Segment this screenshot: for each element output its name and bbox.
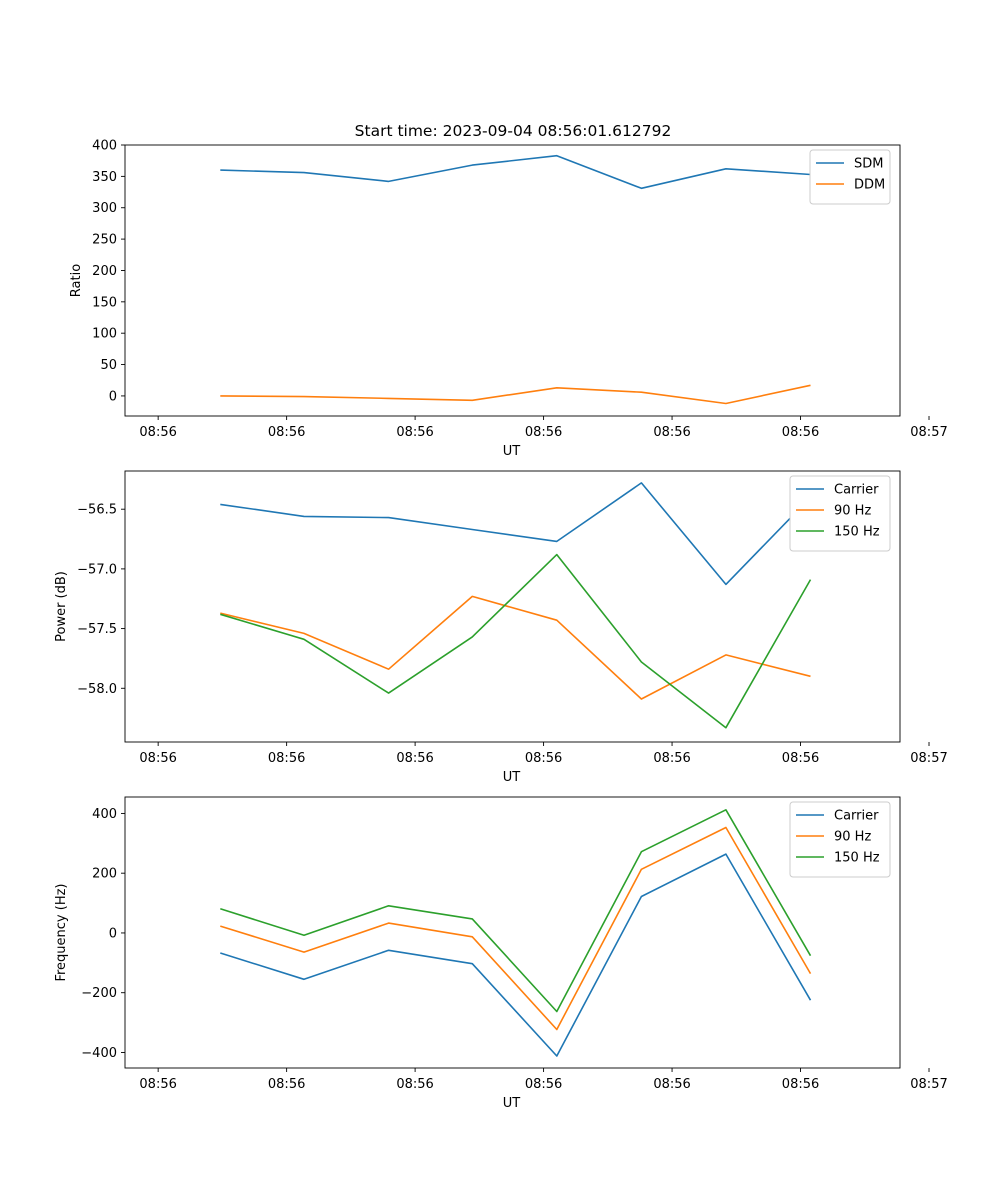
legend-box [789, 475, 891, 552]
legend: SDM DDM [809, 149, 891, 205]
y-tick-label: −57.5 [77, 622, 117, 637]
series-line-90-hz [220, 595, 811, 700]
legend-label: Carrier [834, 483, 879, 498]
x-tick-label: 08:56 [782, 1077, 819, 1092]
y-axis-label: Frequency (Hz) [54, 883, 69, 981]
x-tick-label: 08:56 [396, 425, 433, 440]
series-line-ddm [220, 384, 811, 405]
plot-frame [124, 796, 901, 1069]
plot-frame [124, 470, 901, 743]
y-tick-label: −57.0 [77, 562, 117, 577]
y-tick-label: 400 [92, 139, 117, 154]
x-tick-label: 08:56 [782, 425, 819, 440]
figure-title: Start time: 2023-09-04 08:56:01.612792 [355, 122, 672, 140]
series-line-150-hz [220, 553, 812, 729]
series-line-90-hz [220, 826, 812, 1031]
y-tick-label: 200 [92, 867, 117, 882]
y-axis-label: Power (dB) [54, 571, 69, 642]
series-line-150-hz [220, 808, 812, 1013]
x-tick-label: 08:56 [653, 751, 690, 766]
x-tick-label: 08:57 [910, 425, 947, 440]
x-tick-label: 08:57 [910, 751, 947, 766]
chart-panel-1: 0 50 100 150 200 250 300 350 400 08:56 08:56 08:56 0… [69, 139, 948, 460]
legend-label: Carrier [834, 809, 879, 824]
y-tick-label: −56.5 [77, 503, 117, 518]
y-tick-label: 0 [109, 389, 117, 404]
chart-panel-2: −58.0 −57.5 −57.0 −56.5 08:56 08:56 08:56 08:56… [54, 470, 948, 785]
x-tick-label: 08:56 [525, 425, 562, 440]
y-tick-label: 250 [92, 233, 117, 248]
x-tick-label: 08:56 [525, 1077, 562, 1092]
legend: Carrier 90 Hz 150 Hz [789, 475, 891, 552]
legend-label: 90 Hz [834, 830, 871, 845]
y-tick-label: 0 [109, 926, 117, 941]
series-line-sdm [220, 154, 811, 190]
y-tick-label: 50 [100, 358, 117, 373]
x-axis-label: UT [503, 770, 521, 785]
x-axis-label: UT [503, 1096, 521, 1111]
series-line-carrier [220, 853, 812, 1057]
y-tick-label: 300 [92, 201, 117, 216]
x-tick-label: 08:56 [139, 425, 176, 440]
x-tick-label: 08:56 [268, 425, 305, 440]
x-tick-label: 08:56 [396, 751, 433, 766]
legend-label: 150 Hz [834, 851, 880, 866]
x-tick-label: 08:56 [782, 751, 819, 766]
legend-box [789, 801, 891, 878]
plot-frame [124, 144, 901, 417]
x-tick-label: 08:56 [139, 1077, 176, 1092]
chart-panel-3: −400 −200 0 200 400 08:56 08:56 08:56 08:56 08:56… [54, 796, 948, 1111]
x-tick-label: 08:56 [653, 425, 690, 440]
legend-label: DDM [854, 178, 885, 193]
x-tick-label: 08:56 [653, 1077, 690, 1092]
y-tick-label: 200 [92, 264, 117, 279]
y-tick-label: −200 [81, 986, 117, 1001]
legend-label: 90 Hz [834, 504, 871, 519]
x-tick-label: 08:57 [910, 1077, 947, 1092]
y-tick-label: 100 [92, 327, 117, 342]
series-line-carrier [220, 482, 812, 586]
x-tick-label: 08:56 [268, 751, 305, 766]
x-tick-label: 08:56 [525, 751, 562, 766]
x-axis-label: UT [503, 444, 521, 459]
legend-label: 150 Hz [834, 525, 880, 540]
y-tick-label: 350 [92, 170, 117, 185]
y-tick-label: −58.0 [77, 682, 117, 697]
x-tick-label: 08:56 [139, 751, 176, 766]
x-tick-label: 08:56 [268, 1077, 305, 1092]
y-tick-label: 400 [92, 807, 117, 822]
legend-label: SDM [854, 157, 883, 172]
legend: Carrier 90 Hz 150 Hz [789, 801, 891, 878]
y-axis-label: Ratio [69, 264, 84, 297]
y-tick-label: −400 [81, 1046, 117, 1061]
y-tick-label: 150 [92, 295, 117, 310]
x-tick-label: 08:56 [396, 1077, 433, 1092]
